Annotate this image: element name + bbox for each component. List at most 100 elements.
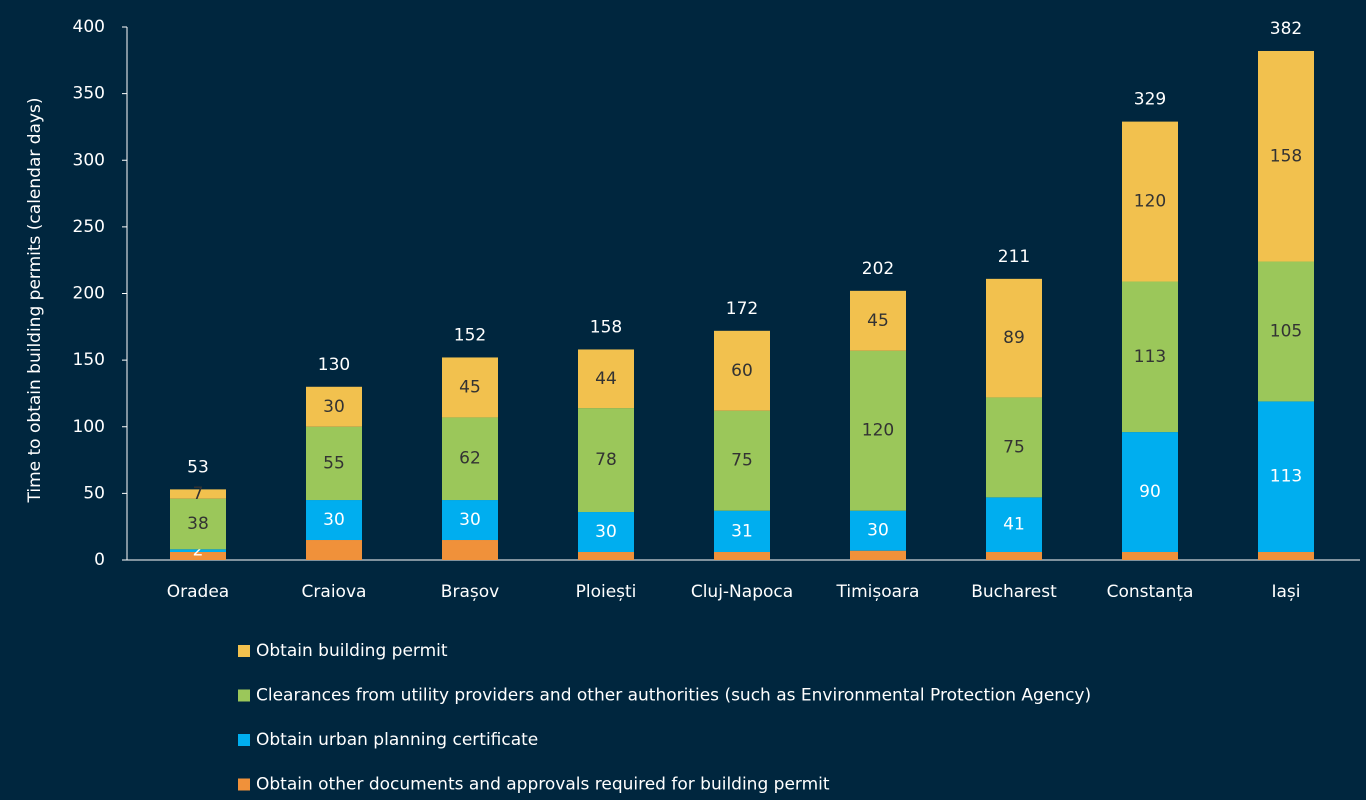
bar-segment [850, 550, 906, 560]
data-label: 38 [187, 514, 209, 534]
bar-segment [306, 500, 362, 541]
data-label: 120 [1134, 192, 1166, 212]
bar-segment [986, 397, 1042, 498]
x-tick-label: Bucharest [971, 582, 1057, 602]
legend-label: Obtain urban planning certificate [256, 730, 538, 750]
y-axis-label: Time to obtain building permits (calenda… [25, 97, 45, 503]
x-tick-label: Cluj-Napoca [691, 582, 793, 602]
bar-segment [714, 552, 770, 560]
bar-segment [1122, 121, 1178, 282]
total-label: 329 [1134, 90, 1166, 110]
bar-segment [986, 552, 1042, 560]
total-label: 130 [318, 355, 350, 375]
legend-label: Obtain other documents and approvals req… [256, 775, 830, 795]
total-label: 158 [590, 317, 622, 337]
total-label: 172 [726, 299, 758, 319]
data-label: 30 [323, 397, 345, 417]
data-label: 30 [323, 510, 345, 530]
y-tick-label: 350 [73, 84, 105, 104]
total-label: 382 [1270, 19, 1302, 39]
data-label: 113 [1134, 347, 1166, 367]
bar-segment [578, 512, 634, 553]
bar-segment [442, 540, 498, 560]
y-tick-label: 400 [73, 17, 105, 37]
bar-segment [442, 357, 498, 418]
bar-segment [306, 386, 362, 427]
total-label: 211 [998, 247, 1030, 267]
x-tick-label: Constanța [1107, 582, 1194, 602]
bar-segment [170, 549, 226, 553]
bar-segment [1258, 401, 1314, 553]
data-label: 45 [459, 377, 481, 397]
bar-segment [1122, 432, 1178, 553]
data-label: 75 [731, 451, 753, 471]
bar-segment [578, 349, 634, 409]
bar-segment [850, 350, 906, 511]
bar-segment [442, 417, 498, 501]
bar-segment [714, 410, 770, 511]
data-label: 113 [1270, 467, 1302, 487]
bar-segment [578, 408, 634, 513]
bar-segment [1122, 281, 1178, 433]
y-tick-label: 150 [73, 350, 105, 370]
data-label: 105 [1270, 321, 1302, 341]
data-label: 90 [1139, 482, 1161, 502]
data-label: 2 [193, 541, 204, 561]
bar-segment [306, 540, 362, 560]
data-label: 55 [323, 453, 345, 473]
y-tick-label: 50 [83, 483, 105, 503]
total-label: 152 [454, 325, 486, 345]
legend-swatch [238, 645, 250, 657]
bar-segment [170, 552, 226, 560]
legend-swatch [238, 734, 250, 746]
legend-label: Clearances from utility providers and ot… [256, 686, 1091, 706]
bar-segment [1122, 552, 1178, 560]
y-tick-label: 200 [73, 284, 105, 304]
bar-segment [986, 497, 1042, 553]
legend-swatch [238, 689, 250, 702]
data-label: 75 [1003, 437, 1025, 457]
bar-segment [714, 330, 770, 411]
total-label: 202 [862, 259, 894, 279]
data-label: 62 [459, 449, 481, 469]
data-label: 31 [731, 521, 753, 541]
bar-segment [170, 498, 226, 550]
x-tick-label: Brașov [441, 582, 499, 602]
bar-segment [1258, 50, 1314, 262]
data-label: 89 [1003, 328, 1025, 348]
x-tick-label: Craiova [302, 582, 367, 602]
data-label: 30 [595, 522, 617, 542]
data-label: 30 [867, 521, 889, 541]
data-label: 60 [731, 361, 753, 381]
bar-segment [1258, 552, 1314, 560]
data-label: 44 [595, 369, 617, 389]
x-tick-label: Ploiești [576, 582, 637, 602]
legend-label: Obtain building permit [256, 641, 448, 661]
data-label: 7 [193, 484, 204, 504]
data-label: 158 [1270, 146, 1302, 166]
y-tick-label: 250 [73, 217, 105, 237]
bar-segment [170, 489, 226, 499]
bar-segment [714, 510, 770, 553]
x-tick-label: Iași [1271, 582, 1300, 602]
data-label: 78 [595, 450, 617, 470]
x-tick-label: Timișoara [836, 582, 920, 602]
y-tick-label: 0 [94, 550, 105, 570]
bar-segment [986, 278, 1042, 398]
data-label: 120 [862, 421, 894, 441]
data-label: 45 [867, 311, 889, 331]
x-tick-label: Oradea [167, 582, 229, 602]
bar-segment [306, 426, 362, 501]
y-tick-label: 300 [73, 150, 105, 170]
bar-segment [578, 552, 634, 560]
bar-segment [850, 510, 906, 551]
data-label: 41 [1003, 515, 1025, 535]
bar-segment [442, 500, 498, 541]
y-tick-label: 100 [73, 417, 105, 437]
bar-segment [1258, 261, 1314, 402]
bar-segment [850, 290, 906, 351]
total-label: 53 [187, 457, 209, 477]
data-label: 30 [459, 510, 481, 530]
legend-swatch [238, 778, 250, 791]
